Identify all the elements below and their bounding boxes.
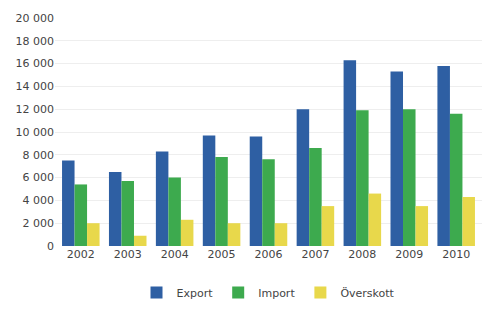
svg-text:6 000: 6 000 [23, 171, 55, 184]
svg-text:Import: Import [258, 287, 295, 300]
svg-text:16 000: 16 000 [16, 57, 55, 70]
svg-text:18 000: 18 000 [16, 35, 55, 48]
svg-text:4 000: 4 000 [23, 194, 55, 207]
svg-text:2009: 2009 [395, 248, 423, 261]
svg-text:10 000: 10 000 [16, 126, 55, 139]
svg-text:2007: 2007 [301, 248, 329, 261]
svg-text:2 000: 2 000 [23, 217, 55, 230]
svg-text:2003: 2003 [114, 248, 142, 261]
svg-text:2005: 2005 [208, 248, 236, 261]
svg-text:8 000: 8 000 [23, 149, 55, 162]
svg-text:20 000: 20 000 [16, 12, 55, 25]
svg-text:14 000: 14 000 [16, 80, 55, 93]
svg-text:Export: Export [177, 287, 214, 300]
svg-text:Överskott: Överskott [340, 287, 394, 300]
svg-text:2006: 2006 [255, 248, 283, 261]
svg-text:0: 0 [47, 240, 54, 253]
svg-text:2002: 2002 [67, 248, 95, 261]
svg-text:2004: 2004 [161, 248, 189, 261]
svg-text:2010: 2010 [442, 248, 470, 261]
svg-text:12 000: 12 000 [16, 103, 55, 116]
svg-text:2008: 2008 [348, 248, 376, 261]
